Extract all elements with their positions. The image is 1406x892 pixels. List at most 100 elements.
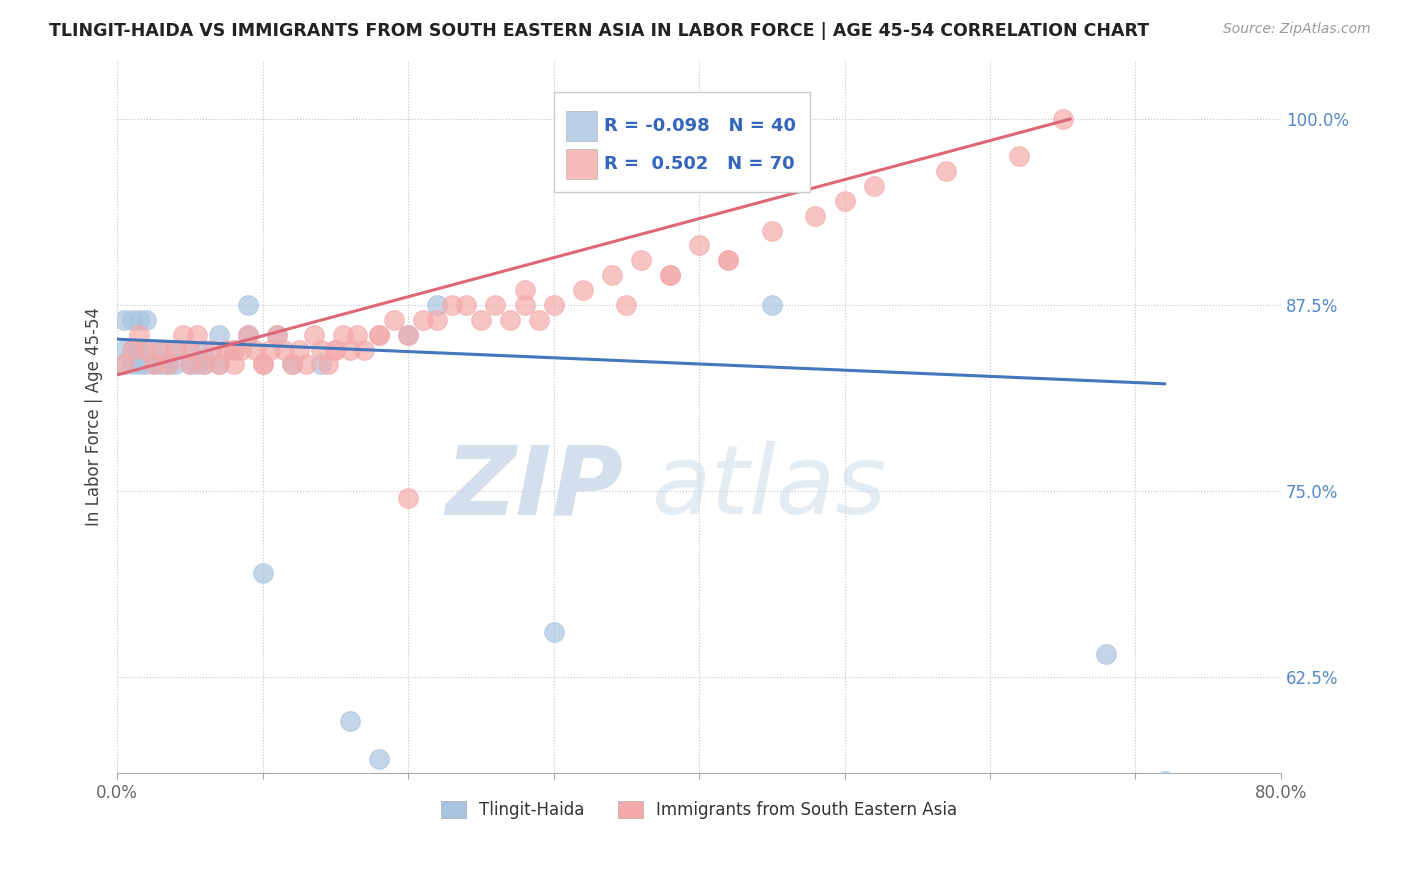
Point bbox=[215, 343, 238, 357]
Text: R =  0.502   N = 70: R = 0.502 N = 70 bbox=[603, 155, 794, 173]
Point bbox=[630, 253, 652, 268]
FancyBboxPatch shape bbox=[554, 92, 810, 192]
Point bbox=[128, 313, 150, 327]
Point bbox=[470, 313, 492, 327]
Point bbox=[114, 358, 136, 372]
Point bbox=[396, 327, 419, 342]
Point bbox=[252, 358, 274, 372]
Point bbox=[1052, 112, 1074, 127]
Point bbox=[571, 283, 593, 297]
Point bbox=[149, 358, 172, 372]
Point bbox=[426, 313, 449, 327]
Point bbox=[114, 313, 136, 327]
Point bbox=[172, 327, 194, 342]
Point bbox=[229, 343, 252, 357]
Point bbox=[426, 298, 449, 312]
Point bbox=[128, 358, 150, 372]
Point bbox=[368, 751, 391, 765]
Point bbox=[252, 566, 274, 580]
Point bbox=[193, 358, 215, 372]
Point bbox=[281, 358, 304, 372]
Point bbox=[165, 358, 187, 372]
Point bbox=[114, 343, 136, 357]
Point bbox=[295, 358, 318, 372]
Point bbox=[396, 491, 419, 506]
Text: Source: ZipAtlas.com: Source: ZipAtlas.com bbox=[1223, 22, 1371, 37]
Point bbox=[201, 343, 224, 357]
Point bbox=[142, 358, 165, 372]
Point bbox=[245, 343, 267, 357]
Point bbox=[266, 327, 288, 342]
Point bbox=[339, 714, 361, 729]
Point bbox=[179, 358, 201, 372]
Point bbox=[1008, 149, 1031, 163]
Point bbox=[157, 358, 180, 372]
Point bbox=[862, 179, 884, 194]
Point bbox=[513, 298, 536, 312]
Point bbox=[208, 358, 231, 372]
Point bbox=[252, 358, 274, 372]
Point bbox=[236, 327, 259, 342]
Point bbox=[456, 298, 478, 312]
Point bbox=[688, 238, 710, 252]
Point bbox=[186, 358, 208, 372]
Point bbox=[325, 343, 347, 357]
Point bbox=[149, 343, 172, 357]
Point bbox=[236, 298, 259, 312]
Point bbox=[179, 343, 201, 357]
Point bbox=[368, 327, 391, 342]
Point bbox=[484, 298, 506, 312]
Point bbox=[266, 327, 288, 342]
Point bbox=[368, 327, 391, 342]
FancyBboxPatch shape bbox=[567, 149, 596, 178]
Point bbox=[135, 358, 157, 372]
Point bbox=[332, 327, 354, 342]
Point bbox=[513, 283, 536, 297]
Y-axis label: In Labor Force | Age 45-54: In Labor Force | Age 45-54 bbox=[86, 307, 103, 526]
Point bbox=[121, 343, 143, 357]
Point bbox=[346, 327, 368, 342]
Point bbox=[804, 209, 827, 223]
Point bbox=[761, 298, 783, 312]
Point bbox=[142, 358, 165, 372]
Point bbox=[935, 164, 957, 178]
Point bbox=[339, 343, 361, 357]
Point bbox=[600, 268, 623, 283]
Point bbox=[309, 358, 332, 372]
Point bbox=[440, 298, 463, 312]
Point bbox=[288, 343, 311, 357]
Point bbox=[236, 327, 259, 342]
Text: atlas: atlas bbox=[651, 442, 886, 534]
Point bbox=[614, 298, 637, 312]
Point bbox=[135, 343, 157, 357]
Point bbox=[208, 327, 231, 342]
Point bbox=[302, 327, 325, 342]
Point bbox=[543, 298, 565, 312]
Point bbox=[222, 343, 245, 357]
Point bbox=[157, 358, 180, 372]
Point bbox=[499, 313, 522, 327]
Point bbox=[1153, 773, 1175, 788]
Point bbox=[259, 343, 281, 357]
Point bbox=[325, 343, 347, 357]
Point bbox=[179, 343, 201, 357]
Text: ZIP: ZIP bbox=[446, 442, 623, 534]
Point bbox=[222, 358, 245, 372]
Point bbox=[186, 327, 208, 342]
Point bbox=[316, 358, 339, 372]
Point bbox=[128, 343, 150, 357]
Point bbox=[208, 358, 231, 372]
Point bbox=[179, 358, 201, 372]
Point bbox=[121, 343, 143, 357]
Point bbox=[527, 313, 550, 327]
Point bbox=[717, 253, 740, 268]
Point bbox=[193, 343, 215, 357]
Point bbox=[273, 343, 295, 357]
Point bbox=[193, 358, 215, 372]
Point bbox=[834, 194, 856, 208]
Point bbox=[121, 313, 143, 327]
Point bbox=[281, 358, 304, 372]
Point bbox=[717, 253, 740, 268]
Point bbox=[659, 268, 682, 283]
Point bbox=[165, 343, 187, 357]
